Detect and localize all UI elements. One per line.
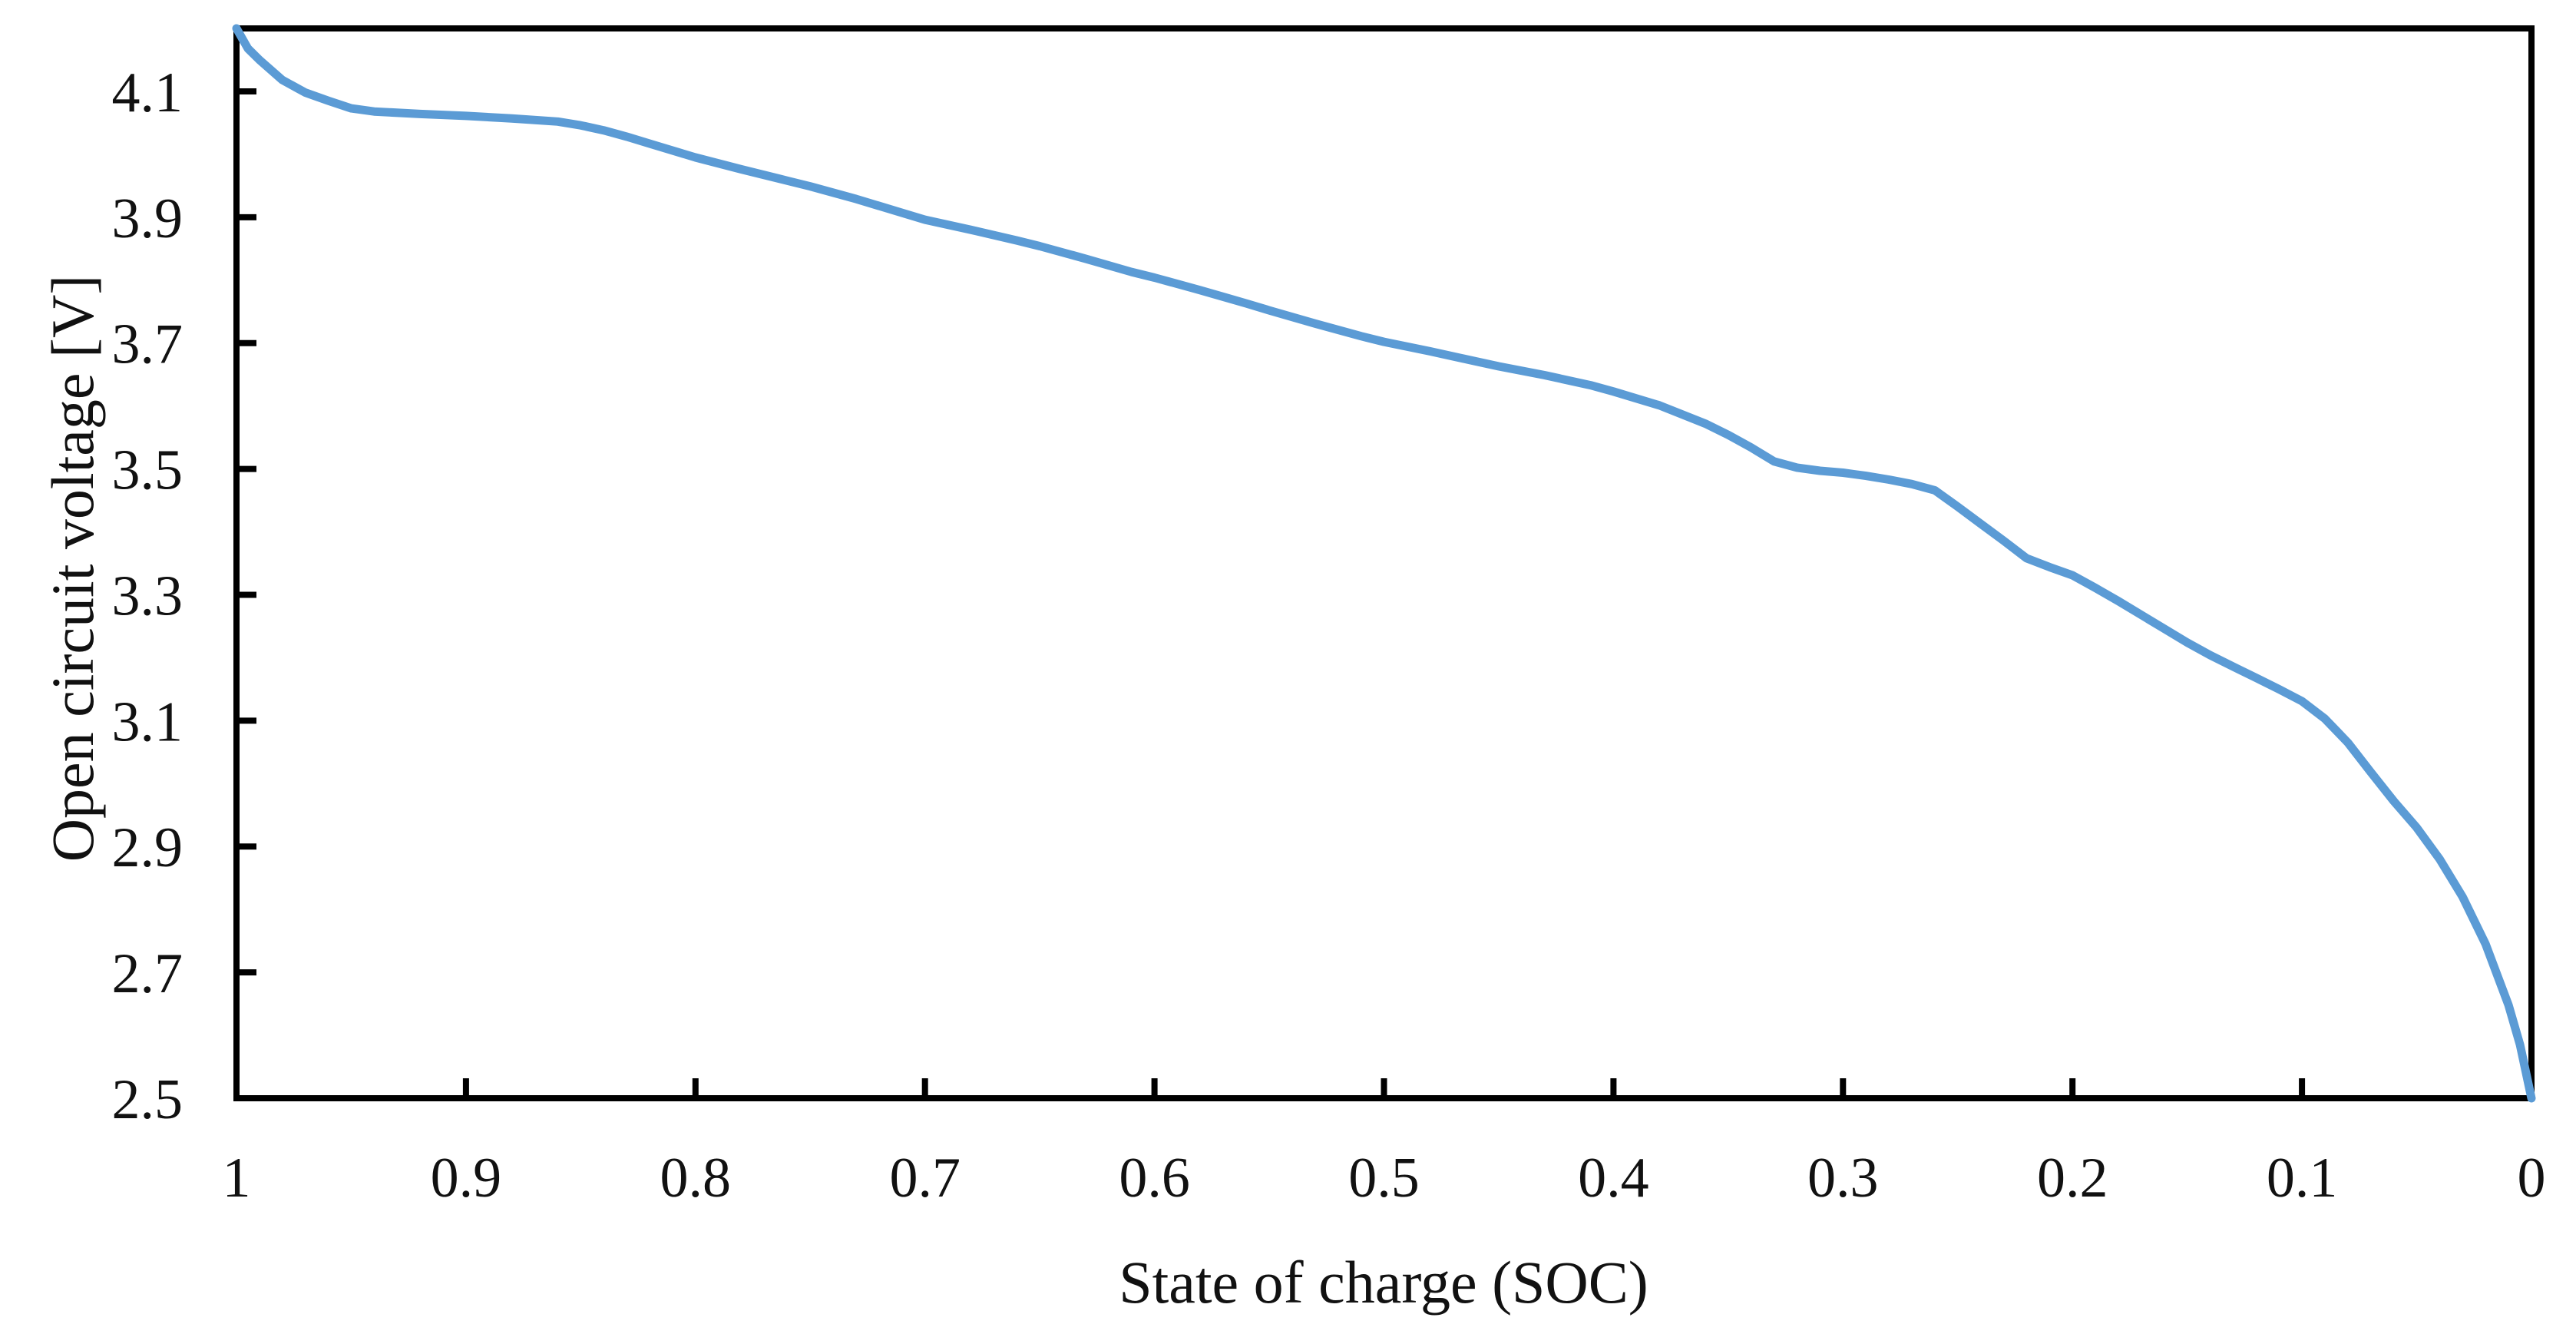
y-tick-label: 4.1	[112, 61, 184, 124]
y-tick-label: 3.9	[112, 187, 184, 250]
plot-border	[233, 25, 2535, 1101]
x-tick-label: 0.1	[2267, 1147, 2338, 1210]
y-tick-label: 3.5	[112, 439, 184, 502]
x-tick-label: 0.3	[1807, 1147, 1879, 1210]
x-tick-label: 0.4	[1578, 1147, 1649, 1210]
y-tick-label: 3.3	[112, 564, 184, 627]
x-tick-label: 0.9	[431, 1147, 502, 1210]
x-axis-title: State of charge (SOC)	[1119, 1249, 1648, 1316]
y-tick-label: 2.5	[112, 1068, 184, 1131]
ocv-curve	[232, 24, 2536, 1103]
y-tick-label: 2.9	[112, 816, 184, 879]
y-tick-label: 2.7	[112, 942, 184, 1005]
x-tick-label: 1	[223, 1147, 251, 1210]
x-tick-label: 0	[2518, 1147, 2546, 1210]
y-tick-label: 3.7	[112, 313, 184, 376]
x-tick-label: 0.6	[1119, 1147, 1190, 1210]
x-tick-label: 0.8	[660, 1147, 732, 1210]
x-tick-label: 0.5	[1348, 1147, 1420, 1210]
y-tick-label: 3.1	[112, 690, 184, 753]
x-tick-label: 0.2	[2037, 1147, 2108, 1210]
y-axis-title: Open circuit voltage [V]	[39, 274, 106, 862]
x-tick-label: 0.7	[889, 1147, 961, 1210]
